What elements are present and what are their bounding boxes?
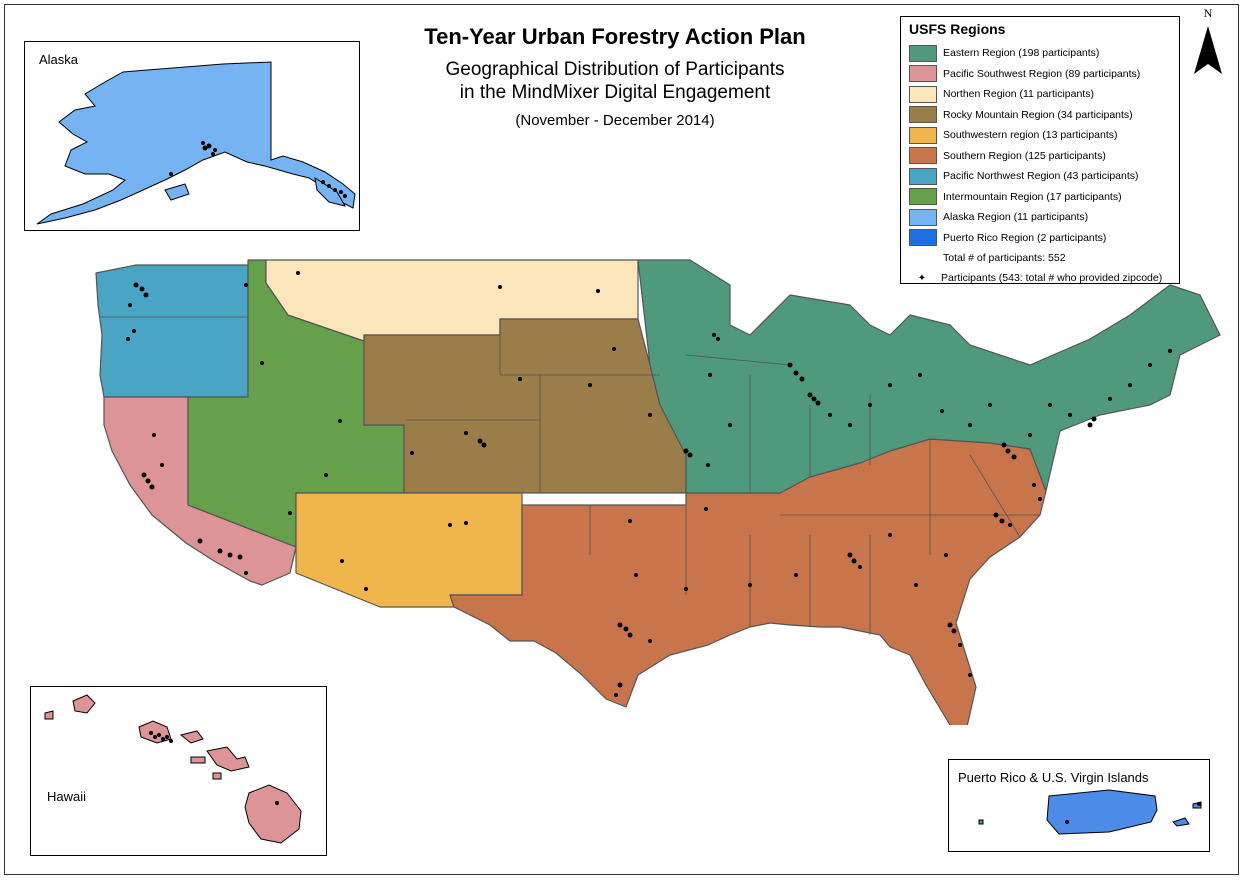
title-block: Ten-Year Urban Forestry Action Plan Geog… <box>370 24 860 129</box>
region-eastern <box>637 259 1221 494</box>
north-label: N <box>1203 6 1213 20</box>
legend-swatch <box>909 126 937 144</box>
subtitle-line-2: in the MindMixer Digital Engagement <box>459 82 771 103</box>
puerto-rico-shape <box>978 789 1202 835</box>
legend-swatch <box>909 44 937 62</box>
legend-item: Intermountain Region (17 participants) <box>909 187 1171 208</box>
legend-item: Southern Region (125 participants) <box>909 146 1171 167</box>
legend-total: Total # of participants: 552 <box>943 252 1066 264</box>
legend-item-label: Northen Region (11 participants) <box>943 88 1094 101</box>
puerto-rico-inset: Puerto Rico & U.S. Virgin Islands <box>948 759 1210 852</box>
date-range: (November - December 2014) <box>515 112 715 129</box>
legend-swatch <box>909 106 937 124</box>
legend-title: USFS Regions <box>909 21 1006 37</box>
legend-item-label: Rocky Mountain Region (34 participants) <box>943 108 1133 121</box>
hawaii-shape <box>44 694 302 844</box>
legend-swatch <box>909 147 937 165</box>
participant-pins <box>126 271 1172 697</box>
legend-item-label: Southwestern region (13 participants) <box>943 129 1118 142</box>
legend-item-label: Southern Region (125 participants) <box>943 149 1106 162</box>
legend-item-label: Puerto Rico Region (2 participants) <box>943 231 1107 244</box>
legend-swatch <box>909 167 937 185</box>
legend-item: Alaska Region (11 participants) <box>909 207 1171 228</box>
legend-participants-label: Participants (543: total # who provided … <box>941 272 1163 285</box>
hawaii-inset: Hawaii <box>30 686 327 856</box>
map-subtitle: Geographical Distribution of Participant… <box>370 58 860 104</box>
legend-swatch <box>909 188 937 206</box>
legend-swatch <box>909 208 937 226</box>
map-frame <box>4 4 1239 875</box>
contiguous-us-map <box>95 259 1221 725</box>
region-rocky-mountain <box>363 318 687 494</box>
legend-item: Pacific Northwest Region (43 participant… <box>909 166 1171 187</box>
legend-items: Eastern Region (198 participants) Pacific… <box>909 43 1171 248</box>
legend-swatch <box>909 229 937 247</box>
legend-item: Eastern Region (198 participants) <box>909 43 1171 64</box>
subtitle-line-1: Geographical Distribution of Participant… <box>445 59 785 80</box>
legend-swatch <box>909 65 937 83</box>
legend-participants: ✦ Participants (543: total # who provide… <box>909 268 1171 289</box>
alaska-inset: Alaska <box>24 41 360 231</box>
map-title: Ten-Year Urban Forestry Action Plan <box>424 24 806 49</box>
legend-swatch <box>909 85 937 103</box>
legend: USFS Regions Eastern Region (198 partici… <box>900 16 1180 284</box>
legend-item: Pacific Southwest Region (89 participant… <box>909 64 1171 85</box>
hawaii-label: Hawaii <box>47 789 87 804</box>
legend-item-label: Intermountain Region (17 participants) <box>943 190 1122 203</box>
alaska-shape <box>36 61 356 225</box>
legend-item: Southwestern region (13 participants) <box>909 125 1171 146</box>
north-arrow-icon <box>1194 26 1222 74</box>
puerto-rico-label: Puerto Rico & U.S. Virgin Islands <box>958 770 1149 785</box>
legend-item-label: Pacific Southwest Region (89 participant… <box>943 67 1141 80</box>
legend-item: Northen Region (11 participants) <box>909 84 1171 105</box>
legend-item-label: Pacific Northwest Region (43 participant… <box>943 170 1139 183</box>
region-pacific-northwest <box>95 264 249 398</box>
alaska-label: Alaska <box>39 52 79 67</box>
legend-item-label: Alaska Region (11 participants) <box>943 211 1089 224</box>
legend-item: Puerto Rico Region (2 participants) <box>909 228 1171 249</box>
legend-item-label: Eastern Region (198 participants) <box>943 47 1100 60</box>
pin-icon: ✦ <box>917 272 927 284</box>
legend-item: Rocky Mountain Region (34 participants) <box>909 105 1171 126</box>
region-southwestern <box>295 492 523 608</box>
north-arrow: N <box>1188 6 1228 80</box>
